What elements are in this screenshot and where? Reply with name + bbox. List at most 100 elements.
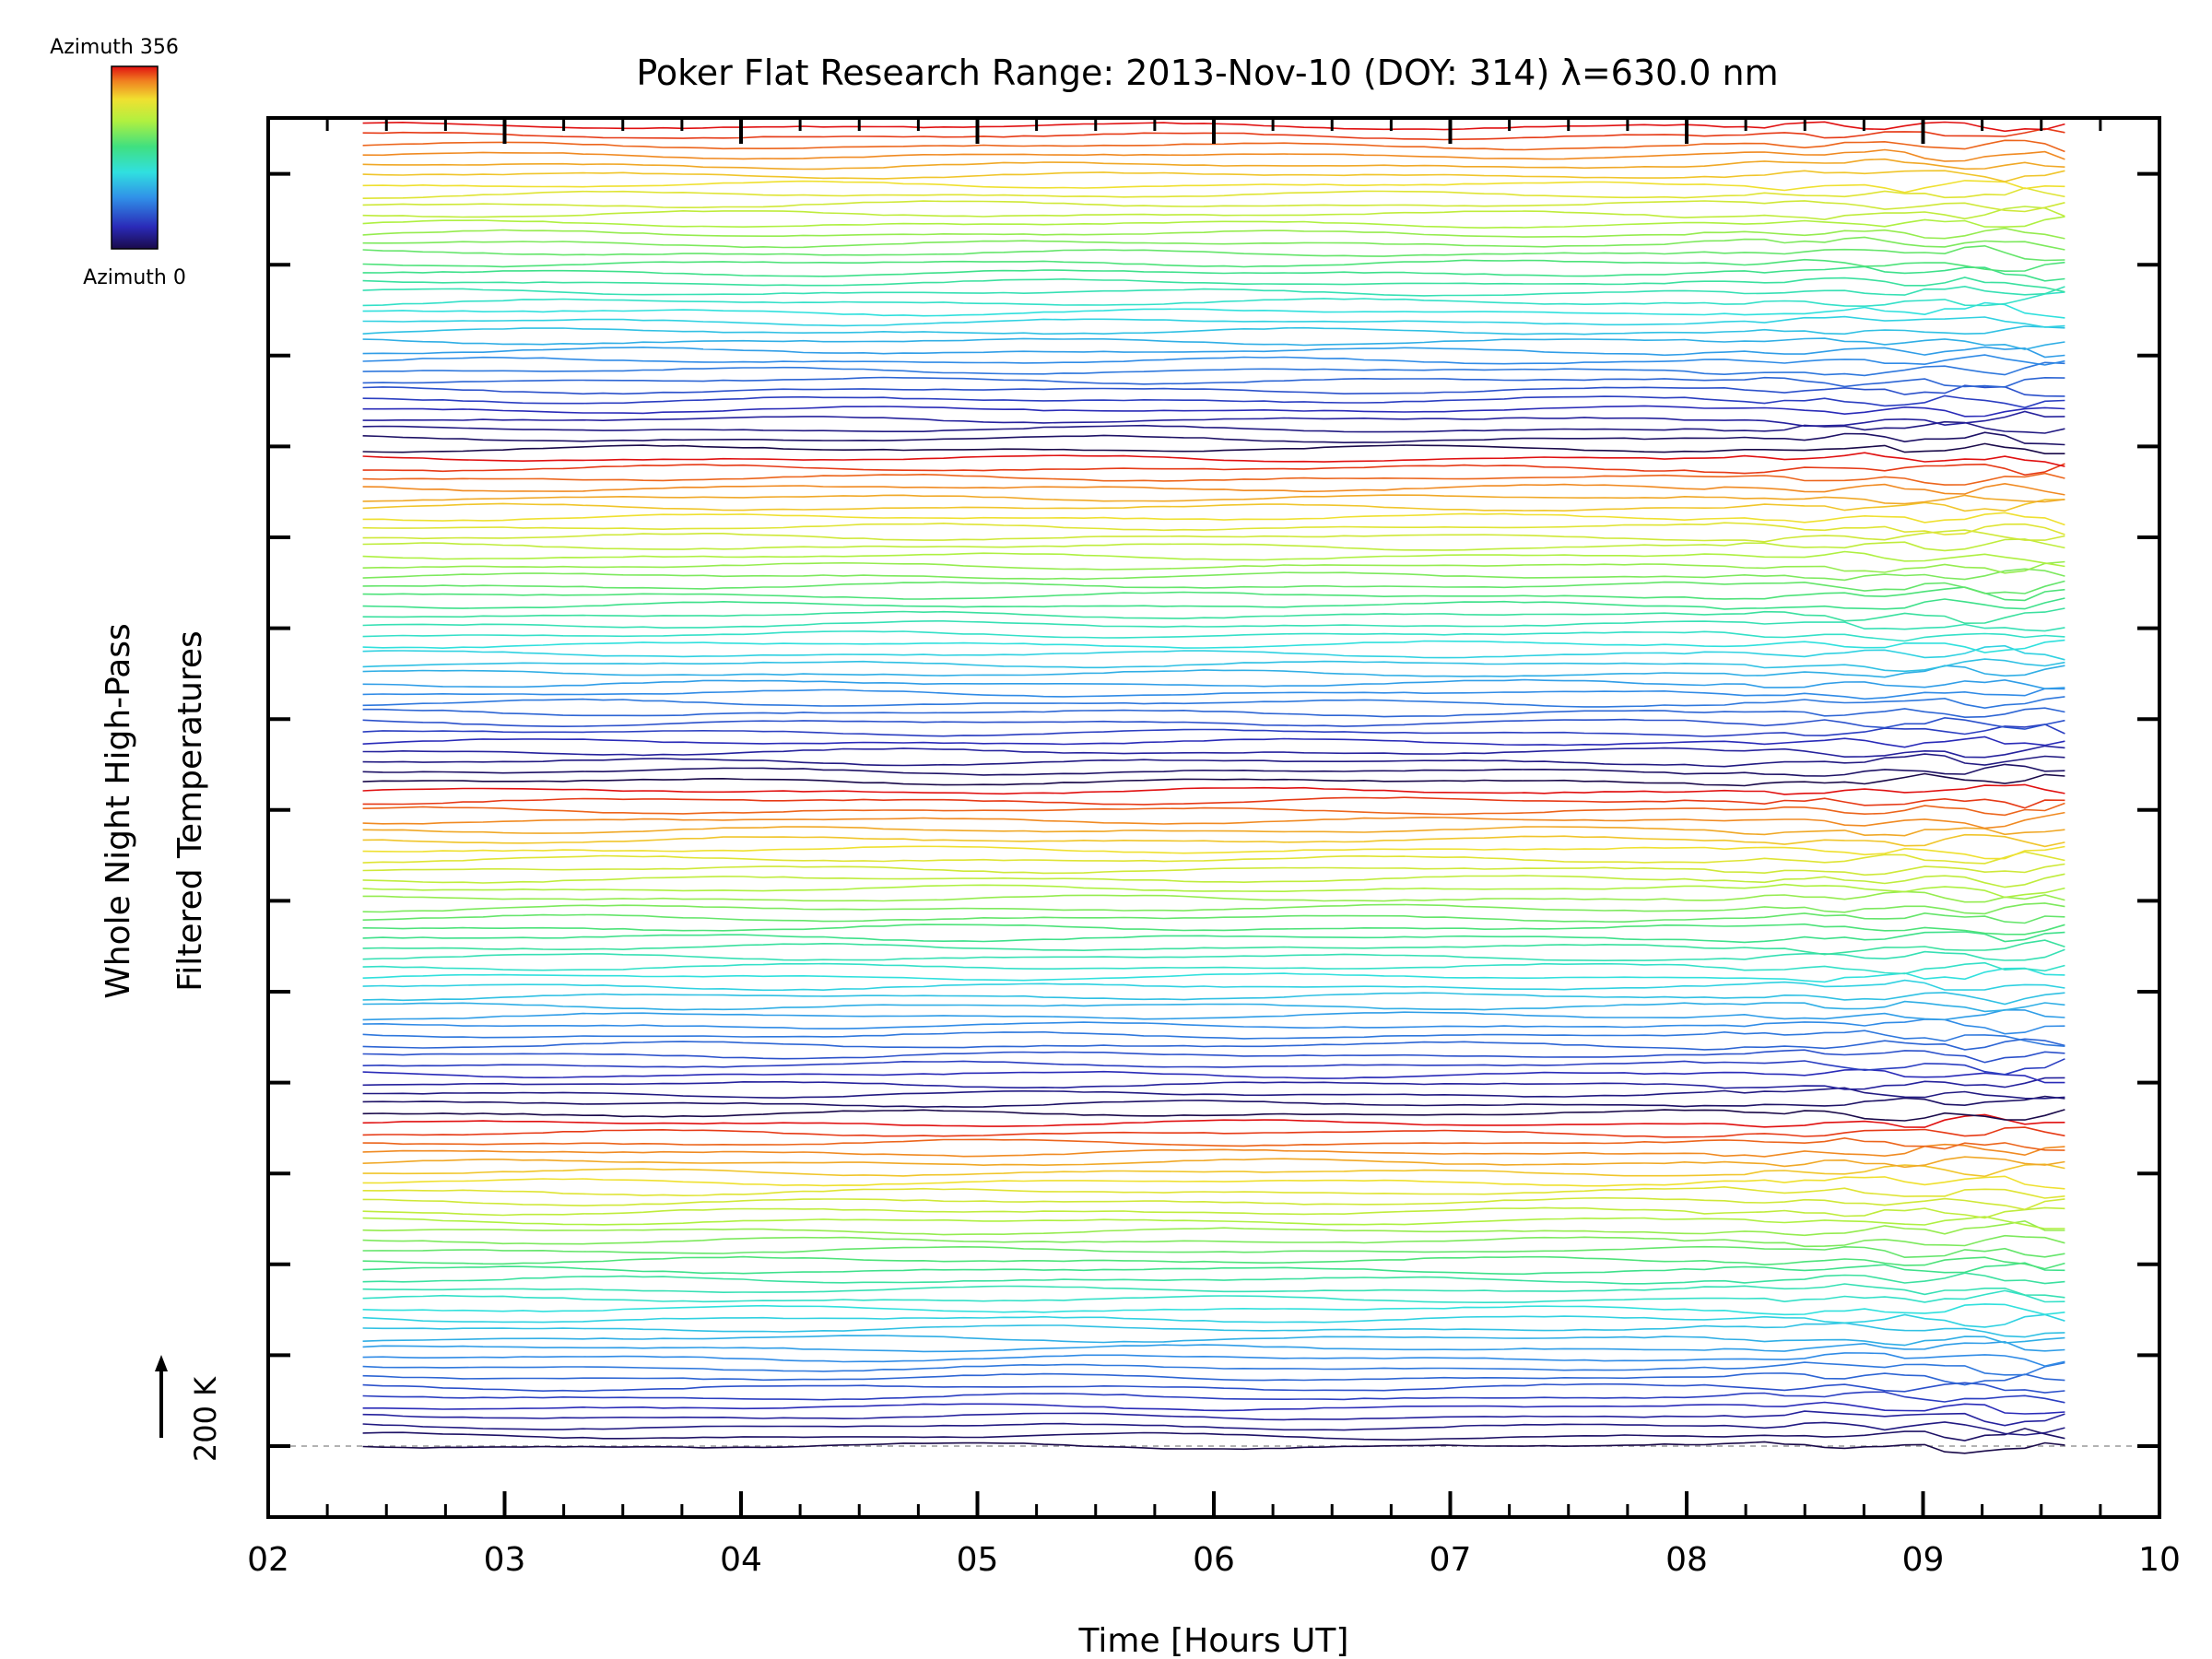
- temperature-series-line: [362, 452, 2065, 467]
- x-tick-label: 06: [1193, 1541, 1235, 1579]
- temperature-series-line: [362, 1234, 2065, 1248]
- temperature-series-line: [362, 180, 2065, 194]
- temperature-series-line: [362, 499, 2065, 512]
- temperature-series-line: [362, 1206, 2065, 1219]
- temperature-series-line: [362, 716, 2065, 730]
- temperature-series-line: [362, 568, 2065, 582]
- temperature-series-line: [362, 522, 2065, 535]
- temperature-series-line: [362, 735, 2065, 748]
- x-tick-label: 02: [247, 1541, 289, 1579]
- temperature-series-line: [362, 148, 2065, 162]
- temperature-series-line: [362, 187, 2065, 199]
- colorbar-bottom-label: Azimuth 0: [83, 266, 186, 289]
- temperature-series-line: [362, 158, 2065, 171]
- temperature-series-line: [362, 244, 2065, 262]
- x-tick-label: 03: [484, 1541, 526, 1579]
- temperature-series-line: [362, 1441, 2065, 1454]
- azimuth-colorbar: [111, 65, 159, 250]
- temperature-series-line: [362, 1340, 2065, 1353]
- temperature-series-line: [362, 301, 2065, 319]
- temperature-series-line: [362, 772, 2065, 787]
- temperature-series-line: [362, 1163, 2065, 1178]
- temperature-series-line: [362, 1255, 2065, 1270]
- temperature-series-line: [362, 431, 2065, 446]
- x-tick-label: 07: [1430, 1541, 1472, 1579]
- series-group: [362, 121, 2065, 1454]
- temperature-series-line: [362, 394, 2065, 409]
- temperature-series-line: [362, 597, 2065, 610]
- temperature-series-line: [362, 644, 2065, 661]
- temperature-series-line: [362, 802, 2065, 817]
- temperature-series-line: [362, 1049, 2065, 1064]
- y-axis-label-line2: Filtered Temperatures: [171, 630, 209, 992]
- temperature-series-line: [362, 1352, 2065, 1367]
- temperature-series-line: [362, 206, 2065, 221]
- temperature-series-line: [362, 170, 2065, 182]
- temperature-series-line: [362, 961, 2065, 975]
- temperature-series-line: [362, 1313, 2065, 1328]
- temperature-series-line: [362, 665, 2065, 678]
- temperature-series-line: [362, 1087, 2065, 1100]
- temperature-series-line: [362, 863, 2065, 877]
- temperature-series-line: [362, 619, 2065, 632]
- temperature-series-line: [362, 1136, 2065, 1151]
- temperature-series-line: [362, 405, 2065, 418]
- temperature-series-line: [362, 811, 2065, 830]
- temperature-series-line: [362, 586, 2065, 602]
- temperature-series-line: [362, 1216, 2065, 1230]
- temperature-series-line: [362, 607, 2065, 625]
- x-tick-label: 04: [720, 1541, 762, 1579]
- temperature-series-line: [362, 482, 2065, 496]
- temperature-series-line: [362, 873, 2065, 888]
- temperature-series-line: [362, 529, 2065, 543]
- temperature-series-line: [362, 1322, 2065, 1338]
- temperature-series-line: [362, 512, 2065, 526]
- scale-bar-label: 200 K: [188, 1376, 223, 1462]
- temperature-series-line: [362, 890, 2065, 903]
- temperature-series-line: [362, 1421, 2065, 1436]
- temperature-series-line: [362, 796, 2065, 809]
- temperature-series-line: [362, 580, 2065, 594]
- x-tick-label: 05: [957, 1541, 999, 1579]
- temperature-series-line: [362, 1289, 2065, 1304]
- temperature-series-line: [362, 826, 2065, 837]
- temperature-series-line: [362, 442, 2065, 454]
- temperature-series-line: [362, 1126, 2065, 1138]
- colorbar-top-label: Azimuth 356: [50, 36, 179, 59]
- temperature-series-line: [362, 1038, 2065, 1051]
- temperature-series-line: [362, 1391, 2065, 1404]
- temperature-series-line: [362, 979, 2065, 992]
- scale-bar-arrow-icon: [155, 1355, 168, 1371]
- temperature-series-line: [362, 236, 2065, 251]
- temperature-series-line: [362, 1382, 2065, 1394]
- temperature-series-line: [362, 410, 2065, 428]
- temperature-series-line: [362, 845, 2065, 860]
- chart-title: Poker Flat Research Range: 2013-Nov-10 (…: [636, 53, 1778, 93]
- temperature-series-line: [362, 1303, 2065, 1316]
- temperature-series-line: [362, 883, 2065, 899]
- temperature-series-line: [362, 1410, 2065, 1427]
- temperature-series-line: [362, 1185, 2065, 1199]
- temperature-series-line: [362, 1401, 2065, 1415]
- temperature-series-line: [362, 346, 2065, 359]
- temperature-series-line: [362, 258, 2065, 273]
- temperature-series-line: [362, 291, 2065, 308]
- temperature-series-line: [362, 354, 2065, 366]
- temperature-series-line: [362, 216, 2065, 229]
- temperature-series-line: [362, 1018, 2065, 1035]
- temperature-series-line: [362, 1361, 2065, 1376]
- temperature-series-line: [362, 1245, 2065, 1259]
- temperature-series-line: [362, 1008, 2065, 1021]
- temperature-series-line: [362, 1219, 2065, 1237]
- temperature-series-line: [362, 948, 2065, 962]
- temperature-series-line: [362, 851, 2065, 865]
- tick-group: 02 03 04 05 06 07 08 09 10: [247, 118, 2181, 1579]
- temperature-series-line: [362, 923, 2065, 935]
- x-axis-label: Time [Hours UT]: [1078, 1622, 1349, 1659]
- temperature-series-line: [362, 696, 2065, 710]
- temperature-series-line: [362, 745, 2065, 759]
- temperature-series-line: [362, 384, 2065, 397]
- temperature-series-line: [362, 560, 2065, 574]
- temperature-series-line: [362, 276, 2065, 293]
